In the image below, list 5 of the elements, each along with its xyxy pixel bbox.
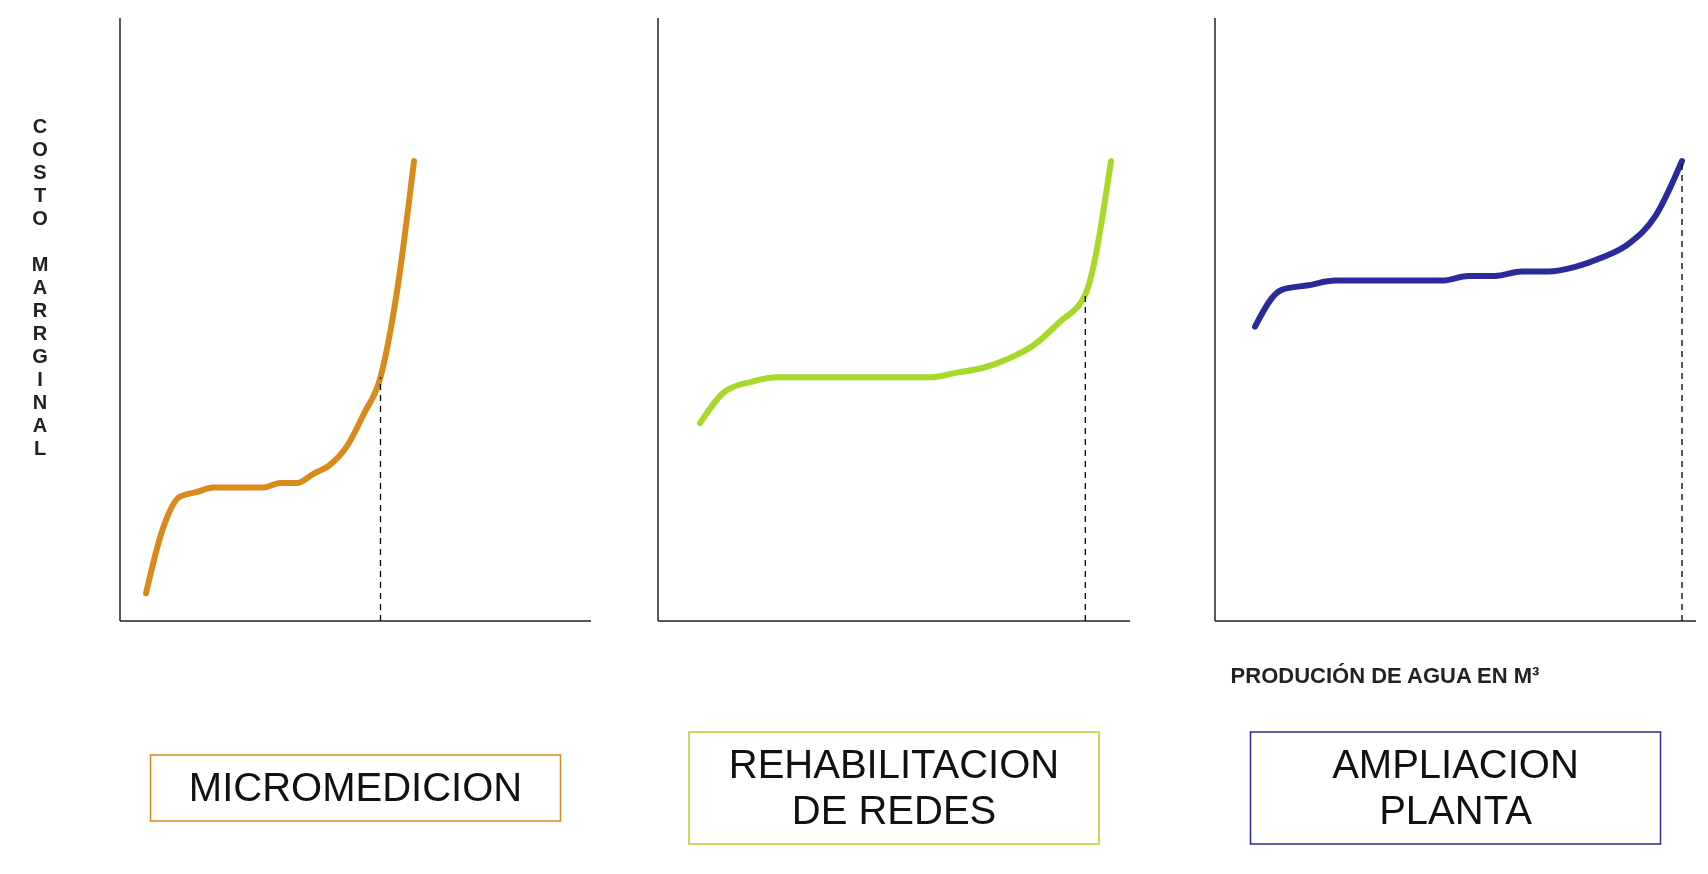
x-axis-title: PRODUCIÓN DE AGUA EN M³ (1230, 663, 1540, 688)
text: MICROMEDICION (188, 765, 523, 809)
text: REHABILITACION DE REDES (728, 742, 1060, 832)
text: COSTO MARRGINAL (31, 115, 49, 459)
text: AMPLIACION PLANTA (1332, 742, 1579, 832)
